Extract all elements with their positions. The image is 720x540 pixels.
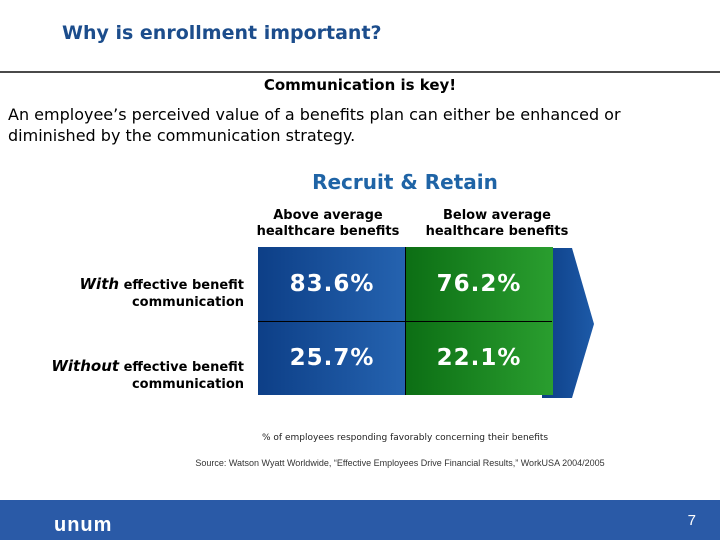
cell-without-below: 22.1% (405, 321, 553, 395)
arrow-graphic (542, 248, 594, 398)
cell-with-above: 83.6% (258, 247, 406, 321)
cell-with-below: 76.2% (405, 247, 553, 321)
row-header-without-emphasis: Without (51, 357, 120, 375)
page-number: 7 (687, 512, 696, 529)
grid-divider-vertical (405, 247, 406, 395)
source-citation: Source: Watson Wyatt Worldwide, “Effecti… (195, 458, 605, 468)
intro-body: An employee’s perceived value of a benef… (8, 105, 621, 145)
row-header-with: With effective benefit communication (4, 276, 244, 311)
row-header-without: Without effective benefit communication (4, 358, 244, 393)
section-title: Recruit & Retain (312, 170, 498, 194)
cell-without-above: 25.7% (258, 321, 406, 395)
column-header-above-average: Above average healthcare benefits (256, 208, 400, 239)
column-header-below-average: Below average healthcare benefits (425, 208, 569, 239)
table-footnote: % of employees responding favorably conc… (262, 433, 549, 443)
intro-heading: Communication is key! (263, 76, 457, 94)
slide-title: Why is enrollment important? (62, 22, 382, 44)
unum-logo: unum (54, 514, 113, 536)
footer-bar (0, 500, 720, 540)
row-header-without-text: effective benefit communication (119, 360, 244, 392)
title-divider (0, 71, 720, 73)
row-header-with-emphasis: With (79, 275, 120, 293)
row-header-with-text: effective benefit communication (119, 278, 244, 310)
